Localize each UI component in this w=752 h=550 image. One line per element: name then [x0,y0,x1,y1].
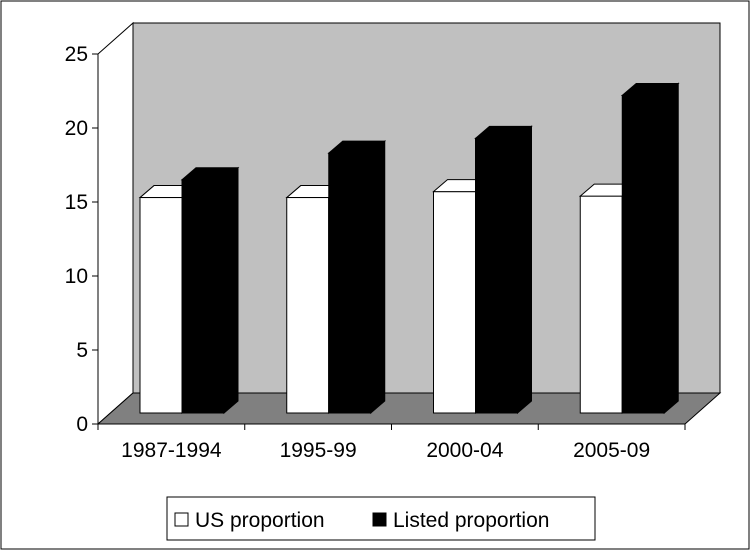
bar [474,125,533,415]
bar-side [517,125,532,415]
y-tick-label: 20 [65,117,88,140]
bar-front [139,197,183,414]
bar-front [621,94,665,414]
legend-swatch-us-proportion [174,512,189,527]
legend: US proportion Listed proportion [166,496,596,541]
bar-front [181,179,225,414]
y-tick-label: 0 [76,413,88,436]
bar [327,140,387,415]
bar-front [328,152,372,414]
bar-front [475,137,518,414]
bar-side [370,140,386,415]
bar-front [433,191,476,414]
y-tick-label: 25 [65,43,88,66]
legend-label-listed-proportion: Listed proportion [393,509,549,532]
legend-label-us-proportion: US proportion [195,509,325,532]
legend-swatch-listed-proportion [372,512,387,527]
bar [180,166,240,415]
x-tick-label: 1987-1994 [121,439,222,462]
bar-side [223,166,239,415]
y-tick-label: 15 [65,191,88,214]
x-tick-label: 2000-04 [426,439,503,462]
bar-front [286,197,330,414]
bar-front [579,195,623,414]
x-tick-label: 1995-99 [280,439,357,462]
bar [620,82,680,415]
side-wall [97,21,134,426]
bars [138,82,680,415]
bar-side [663,82,679,415]
x-axis: 1987-1994 1995-99 2000-04 2005-09 [97,424,686,462]
y-tick-label: 5 [76,339,88,362]
x-tick-label: 2005-09 [573,439,650,462]
y-tick-label: 10 [65,265,88,288]
y-axis: 0 5 10 15 20 25 [65,43,99,436]
